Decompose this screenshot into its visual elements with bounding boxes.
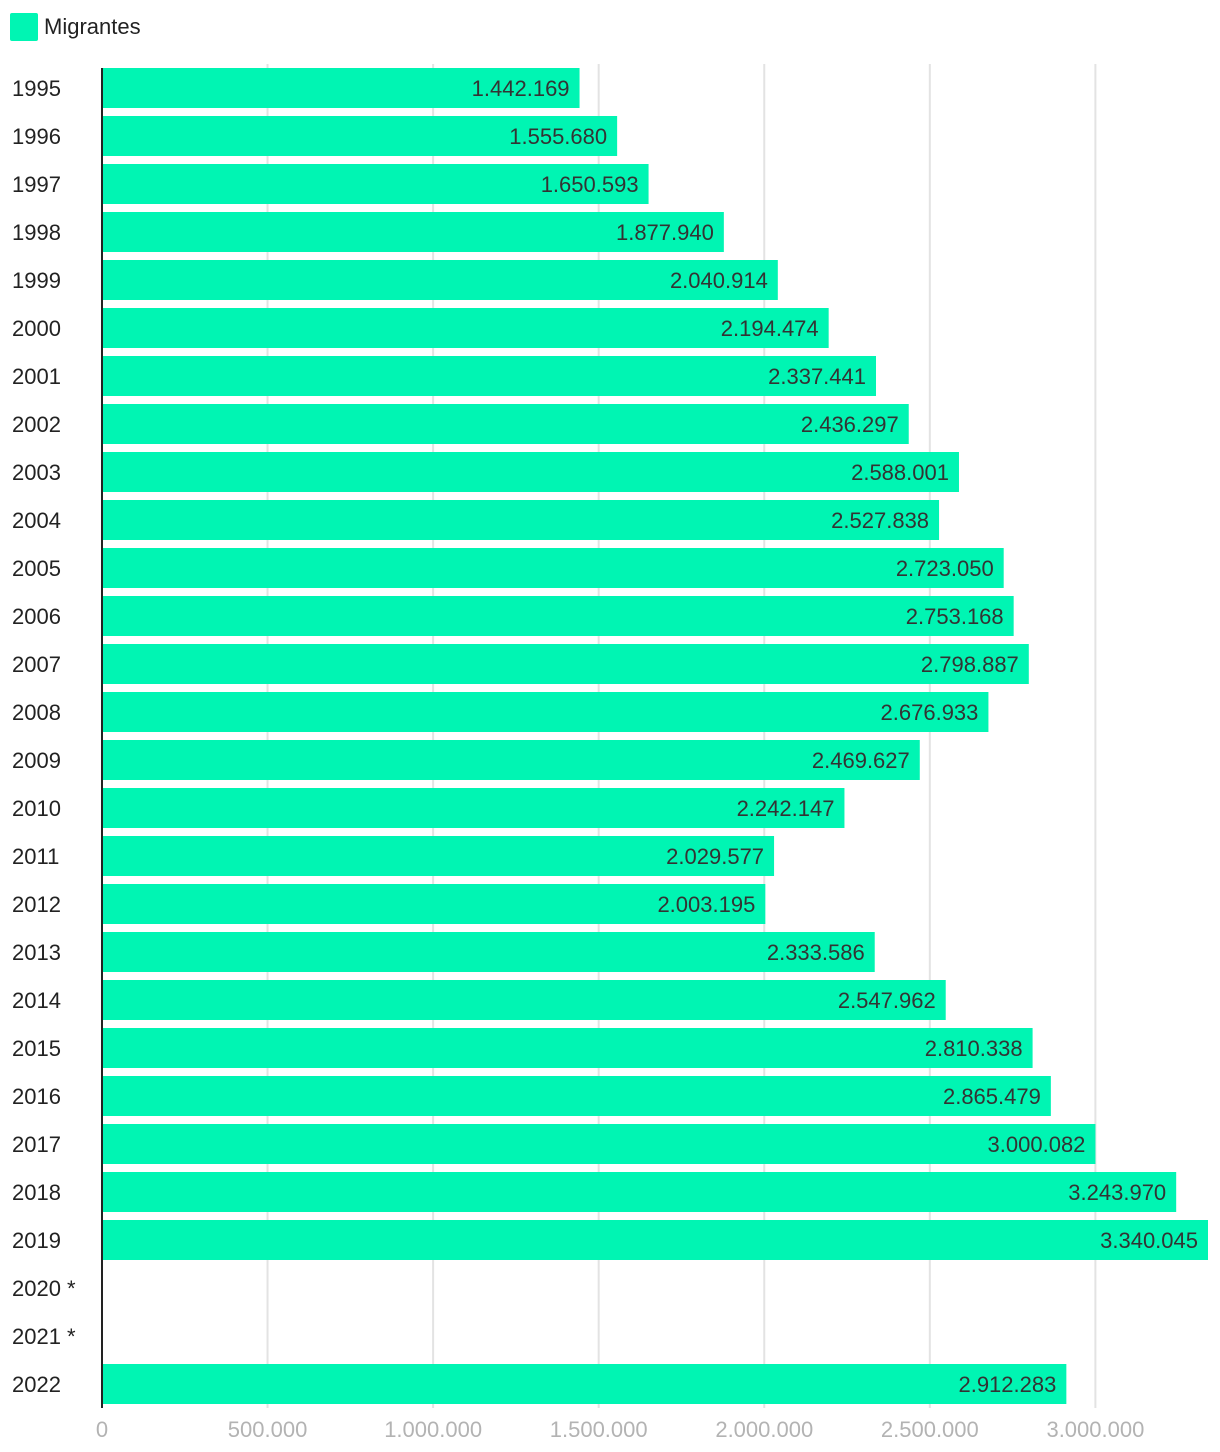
- y-category-label: 1998: [12, 220, 61, 245]
- bar: [102, 644, 1029, 684]
- bar: [102, 1172, 1177, 1212]
- y-category-label: 2007: [12, 652, 61, 677]
- bar-value-label: 2.798.887: [921, 652, 1019, 677]
- bar: [102, 212, 724, 252]
- y-category-label: 2013: [12, 940, 61, 965]
- y-category-label: 2002: [12, 412, 61, 437]
- y-category-label: 2012: [12, 892, 61, 917]
- y-category-label: 2015: [12, 1036, 61, 1061]
- bar-value-label: 2.865.479: [943, 1084, 1041, 1109]
- bar: [102, 836, 775, 876]
- x-tick-label: 2.000.000: [715, 1417, 813, 1442]
- y-category-label: 2009: [12, 748, 61, 773]
- y-category-label: 2018: [12, 1180, 61, 1205]
- y-category-label: 2017: [12, 1132, 61, 1157]
- y-category-label: 2008: [12, 700, 61, 725]
- y-category-label: 2000: [12, 316, 61, 341]
- bar: [102, 692, 989, 732]
- bar-value-label: 2.810.338: [925, 1036, 1023, 1061]
- bar: [102, 1364, 1067, 1404]
- bar: [102, 980, 946, 1020]
- bar: [102, 1028, 1033, 1068]
- x-tick-label: 1.000.000: [384, 1417, 482, 1442]
- bar: [102, 164, 649, 204]
- bar-value-label: 2.194.474: [721, 316, 819, 341]
- y-category-label: 2016: [12, 1084, 61, 1109]
- bar: [102, 116, 618, 156]
- bar-value-label: 2.333.586: [767, 940, 865, 965]
- bar: [102, 548, 1004, 588]
- bar-value-label: 3.340.045: [1100, 1228, 1198, 1253]
- bar-value-label: 2.676.933: [881, 700, 979, 725]
- bar-value-label: 2.029.577: [666, 844, 764, 869]
- y-category-label: 2005: [12, 556, 61, 581]
- bar-value-label: 1.650.593: [541, 172, 639, 197]
- bar: [102, 884, 766, 924]
- bar-value-label: 3.000.082: [988, 1132, 1086, 1157]
- y-category-label: 2010: [12, 796, 61, 821]
- bar: [102, 452, 959, 492]
- y-category-label: 1995: [12, 76, 61, 101]
- y-category-label: 2020 *: [12, 1276, 76, 1301]
- bar-value-label: 2.436.297: [801, 412, 899, 437]
- bar-value-label: 2.753.168: [906, 604, 1004, 629]
- y-category-label: 1996: [12, 124, 61, 149]
- y-category-label: 1999: [12, 268, 61, 293]
- y-category-label: 2003: [12, 460, 61, 485]
- bar: [102, 404, 909, 444]
- bar-value-label: 2.547.962: [838, 988, 936, 1013]
- bar: [102, 500, 940, 540]
- bar: [102, 788, 845, 828]
- y-category-label: 2014: [12, 988, 61, 1013]
- bar-value-label: 3.243.970: [1068, 1180, 1166, 1205]
- bar-value-label: 1.555.680: [509, 124, 607, 149]
- x-tick-label: 500.000: [228, 1417, 308, 1442]
- bar: [102, 356, 877, 396]
- y-category-label: 2001: [12, 364, 61, 389]
- bar-value-label: 2.469.627: [812, 748, 910, 773]
- y-category-label: 2011: [12, 844, 59, 869]
- y-category-label: 1997: [12, 172, 61, 197]
- chart-legend: Migrantes: [10, 12, 141, 42]
- y-category-label: 2019: [12, 1228, 61, 1253]
- legend-label-migrantes: Migrantes: [44, 14, 141, 39]
- y-category-label: 2004: [12, 508, 61, 533]
- bar: [102, 308, 829, 348]
- bar: [102, 596, 1014, 636]
- x-tick-label: 3.000.000: [1046, 1417, 1144, 1442]
- bar-value-label: 2.337.441: [768, 364, 866, 389]
- bar: [102, 1124, 1096, 1164]
- bar: [102, 260, 778, 300]
- x-tick-label: 1.500.000: [550, 1417, 648, 1442]
- bar-value-label: 2.527.838: [831, 508, 929, 533]
- y-category-label: 2006: [12, 604, 61, 629]
- x-tick-label: 2.500.000: [881, 1417, 979, 1442]
- bar: [102, 932, 875, 972]
- y-category-label: 2021 *: [12, 1324, 76, 1349]
- bar-value-label: 2.040.914: [670, 268, 768, 293]
- bar-value-label: 2.242.147: [737, 796, 835, 821]
- bar: [102, 740, 920, 780]
- bar-value-label: 1.442.169: [472, 76, 570, 101]
- legend-swatch: [10, 13, 38, 41]
- bar-value-label: 2.912.283: [958, 1372, 1056, 1397]
- bar-value-label: 1.877.940: [616, 220, 714, 245]
- bar: [102, 1220, 1208, 1260]
- bar-value-label: 2.003.195: [657, 892, 755, 917]
- y-category-label: 2022: [12, 1372, 61, 1397]
- x-tick-label: 0: [96, 1417, 108, 1442]
- bar-value-label: 2.723.050: [896, 556, 994, 581]
- bar: [102, 1076, 1051, 1116]
- bar: [102, 68, 580, 108]
- bar-value-label: 2.588.001: [851, 460, 949, 485]
